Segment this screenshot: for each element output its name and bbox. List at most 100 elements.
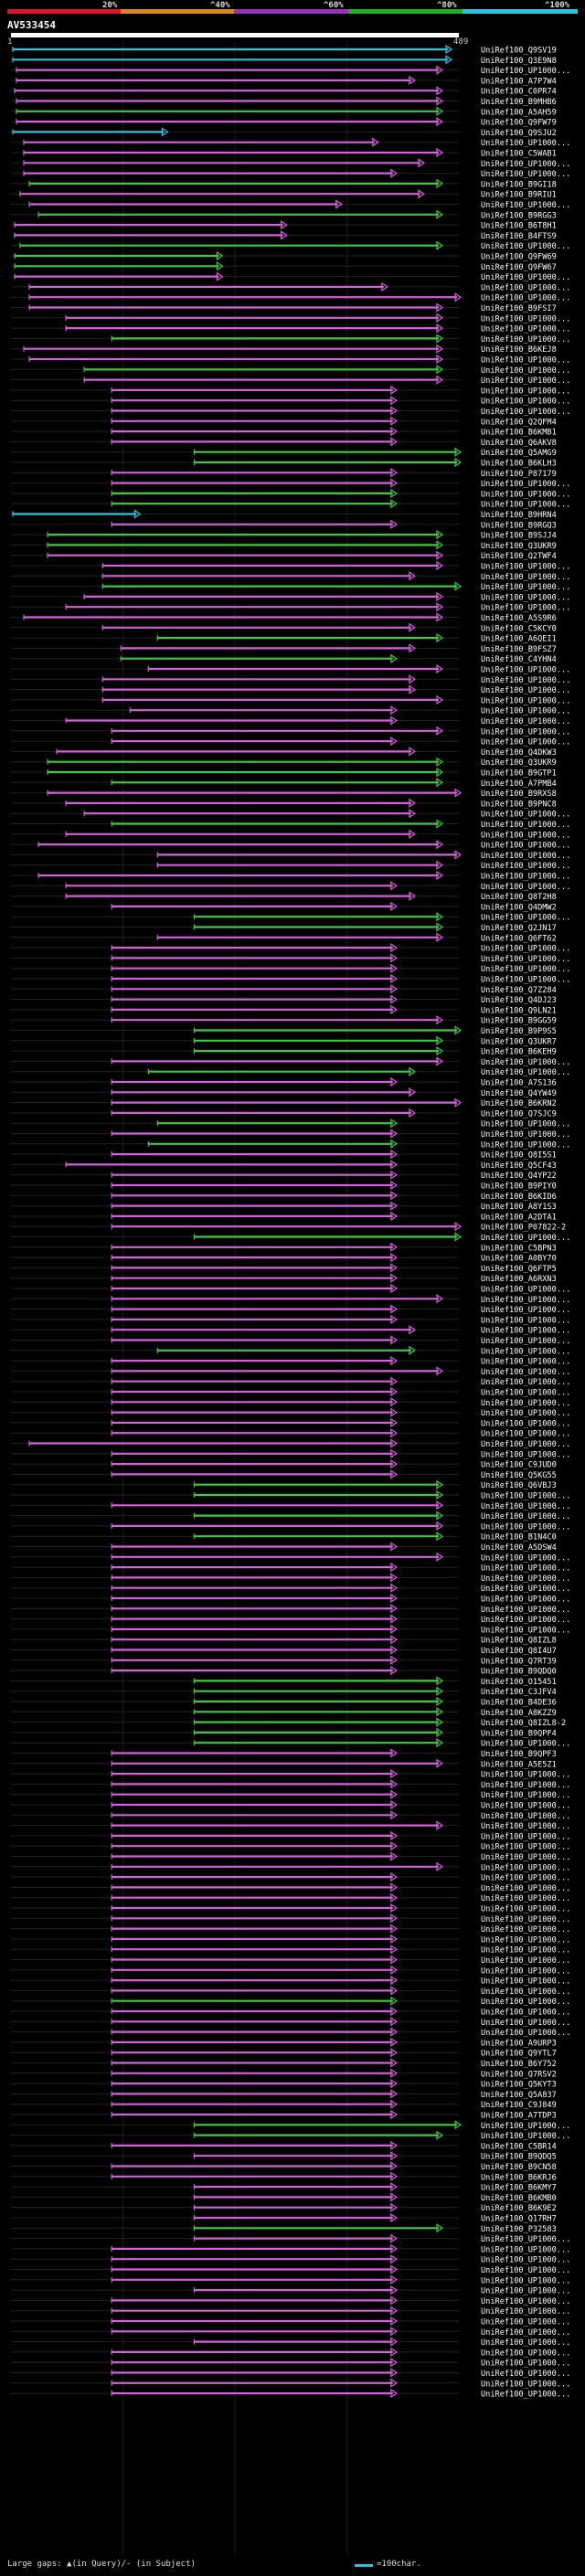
hit-label[interactable]: UniRef100_B9QPF3 — [481, 1750, 557, 1759]
hit-label[interactable]: UniRef100_UP1000... — [481, 1553, 570, 1563]
hit-label[interactable]: UniRef100_A8KZZ9 — [481, 1709, 557, 1718]
hit-row[interactable]: UniRef100_B9HRN4 — [11, 509, 557, 521]
hit-row[interactable]: UniRef100_C0PR74 — [11, 86, 557, 97]
hit-row[interactable]: UniRef100_UP1000... — [11, 1583, 570, 1595]
hit-label[interactable]: UniRef100_C9J849 — [481, 2101, 557, 2110]
hit-label[interactable]: UniRef100_P07822-2 — [481, 1224, 566, 1233]
hit-row[interactable]: UniRef100_Q8I5S1 — [11, 1149, 557, 1161]
hit-row[interactable]: UniRef100_UP1000... — [11, 2130, 570, 2142]
hit-row[interactable]: UniRef100_Q5CF43 — [11, 1160, 557, 1171]
hit-row[interactable]: UniRef100_Q7SJC9 — [11, 1108, 557, 1119]
hit-label[interactable]: UniRef100_UP1000... — [481, 573, 570, 582]
hit-label[interactable]: UniRef100_UP1000... — [481, 1058, 570, 1067]
hit-label[interactable]: UniRef100_UP1000... — [481, 1492, 570, 1501]
hit-row[interactable]: UniRef100_O15451 — [11, 1676, 557, 1687]
hit-row[interactable]: UniRef100_A7TDP3 — [11, 2109, 557, 2121]
hit-row[interactable]: UniRef100_UP1000... — [11, 1871, 570, 1883]
hit-row[interactable]: UniRef100_UP1000... — [11, 809, 570, 820]
hit-label[interactable]: UniRef100_UP1000... — [481, 811, 570, 820]
hit-label[interactable]: UniRef100_Q2QFM4 — [481, 418, 557, 427]
hit-row[interactable]: UniRef100_Q4YW49 — [11, 1087, 557, 1098]
hit-row[interactable]: UniRef100_UP1000... — [11, 1882, 570, 1893]
hit-row[interactable]: UniRef100_Q2TWF4 — [11, 550, 557, 562]
hit-row[interactable]: UniRef100_UP1000... — [11, 1397, 570, 1408]
hit-label[interactable]: UniRef100_UP1000... — [481, 563, 570, 572]
hit-label[interactable]: UniRef100_UP1000... — [481, 1863, 570, 1872]
hit-label[interactable]: UniRef100_UP1000... — [481, 696, 570, 705]
hit-label[interactable]: UniRef100_B9FSI7 — [481, 304, 557, 313]
hit-row[interactable]: UniRef100_UP1000... — [11, 354, 570, 366]
hit-label[interactable]: UniRef100_B6KEJ8 — [481, 345, 557, 355]
hit-row[interactable]: UniRef100_UP1000... — [11, 1975, 570, 1987]
hit-label[interactable]: UniRef100_UP1000... — [481, 1616, 570, 1625]
hit-row[interactable]: UniRef100_C9J849 — [11, 2099, 557, 2111]
hit-label[interactable]: UniRef100_B6Y752 — [481, 2060, 557, 2069]
hit-row[interactable]: UniRef100_UP1000... — [11, 1314, 570, 1326]
hit-row[interactable]: UniRef100_Q4DJ23 — [11, 994, 557, 1006]
hit-label[interactable]: UniRef100_UP1000... — [481, 1915, 570, 1924]
hit-row[interactable]: UniRef100_B9QDQ5 — [11, 2151, 557, 2162]
hit-label[interactable]: UniRef100_UP1000... — [481, 1347, 570, 1356]
hit-row[interactable]: UniRef100_B6T8H1 — [11, 219, 557, 231]
hit-label[interactable]: UniRef100_UP1000... — [481, 325, 570, 334]
hit-label[interactable]: UniRef100_UP1000... — [481, 738, 570, 747]
hit-label[interactable]: UniRef100_UP1000... — [481, 2318, 570, 2327]
hit-row[interactable]: UniRef100_Q9SJU2 — [11, 127, 557, 138]
hit-label[interactable]: UniRef100_Q17RH7 — [481, 2215, 557, 2224]
hit-label[interactable]: UniRef100_B6K9E2 — [481, 2204, 557, 2213]
hit-label[interactable]: UniRef100_B6T8H1 — [481, 222, 557, 231]
hit-row[interactable]: UniRef100_UP1000... — [11, 1562, 570, 1574]
hit-row[interactable]: UniRef100_C5BR14 — [11, 2140, 557, 2152]
hit-row[interactable]: UniRef100_UP1000... — [11, 1573, 570, 1584]
hit-row[interactable]: UniRef100_UP1000... — [11, 1335, 570, 1347]
hit-row[interactable]: UniRef100_B9QDQ0 — [11, 1665, 557, 1677]
hit-row[interactable]: UniRef100_B9QPF4 — [11, 1727, 557, 1739]
hit-label[interactable]: UniRef100_B6KMB1 — [481, 429, 557, 438]
hit-label[interactable]: UniRef100_UP1000... — [481, 1502, 570, 1511]
hit-row[interactable]: UniRef100_UP1000... — [11, 2243, 570, 2255]
hit-label[interactable]: UniRef100_UP1000... — [481, 1802, 570, 1811]
hit-label[interactable]: UniRef100_UP1000... — [481, 1781, 570, 1790]
hit-label[interactable]: UniRef100_UP1000... — [481, 1874, 570, 1883]
hit-row[interactable]: UniRef100_B6Y752 — [11, 2058, 557, 2070]
hit-label[interactable]: UniRef100_A0BY70 — [481, 1255, 557, 1264]
hit-label[interactable]: UniRef100_UP1000... — [481, 707, 570, 716]
hit-row[interactable]: UniRef100_B9RXS8 — [11, 788, 557, 800]
hit-row[interactable]: UniRef100_UP1000... — [11, 2358, 570, 2369]
hit-label[interactable]: UniRef100_Q8I5S1 — [481, 1151, 557, 1161]
hit-label[interactable]: UniRef100_UP1000... — [481, 2338, 570, 2348]
hit-label[interactable]: UniRef100_A7P7W4 — [481, 77, 557, 86]
hit-row[interactable]: UniRef100_UP1000... — [11, 726, 570, 737]
hit-label[interactable]: UniRef100_C5KCY0 — [481, 624, 557, 633]
hit-label[interactable]: UniRef100_Q8IZL8 — [481, 1637, 557, 1646]
hit-label[interactable]: UniRef100_UP1000... — [481, 1389, 570, 1398]
hit-row[interactable]: UniRef100_Q7RSV2 — [11, 2068, 557, 2080]
hit-label[interactable]: UniRef100_UP1000... — [481, 1935, 570, 1945]
hit-row[interactable]: UniRef100_UP1000... — [11, 2120, 570, 2131]
hit-row[interactable]: UniRef100_UP1000... — [11, 571, 570, 582]
hit-row[interactable]: UniRef100_P87179 — [11, 468, 557, 479]
hit-label[interactable]: UniRef100_UP1000... — [481, 356, 570, 366]
hit-row[interactable]: UniRef100_UP1000... — [11, 2347, 570, 2359]
hit-row[interactable]: UniRef100_A9URP3 — [11, 2037, 557, 2049]
hit-label[interactable]: UniRef100_B9PIY0 — [481, 1182, 557, 1192]
hit-label[interactable]: UniRef100_UP1000... — [481, 160, 570, 169]
hit-label[interactable]: UniRef100_Q6FTP5 — [481, 1265, 557, 1274]
hit-label[interactable]: UniRef100_UP1000... — [481, 914, 570, 923]
hit-row[interactable]: UniRef100_UP1000... — [11, 406, 570, 418]
hit-row[interactable]: UniRef100_B9RGQ3 — [11, 519, 557, 531]
hit-label[interactable]: UniRef100_UP1000... — [481, 242, 570, 251]
hit-row[interactable]: UniRef100_B6KMB1 — [11, 426, 557, 438]
hit-row[interactable]: UniRef100_Q8IZL8 — [11, 1635, 557, 1646]
hit-row[interactable]: UniRef100_UP1000... — [11, 292, 570, 303]
hit-label[interactable]: UniRef100_UP1000... — [481, 1512, 570, 1521]
hit-row[interactable]: UniRef100_Q17RH7 — [11, 2212, 557, 2224]
hit-row[interactable]: UniRef100_C5BPN3 — [11, 1242, 557, 1254]
hit-label[interactable]: UniRef100_UP1000... — [481, 1234, 570, 1243]
hit-label[interactable]: UniRef100_UP1000... — [481, 831, 570, 840]
hit-row[interactable]: UniRef100_Q6FTP5 — [11, 1263, 557, 1274]
hit-label[interactable]: UniRef100_Q4YP22 — [481, 1171, 557, 1181]
hit-row[interactable]: UniRef100_UP1000... — [11, 1417, 570, 1429]
hit-row[interactable]: UniRef100_B6K9E2 — [11, 2202, 557, 2214]
hit-row[interactable]: UniRef100_UP1000... — [11, 1376, 570, 1388]
